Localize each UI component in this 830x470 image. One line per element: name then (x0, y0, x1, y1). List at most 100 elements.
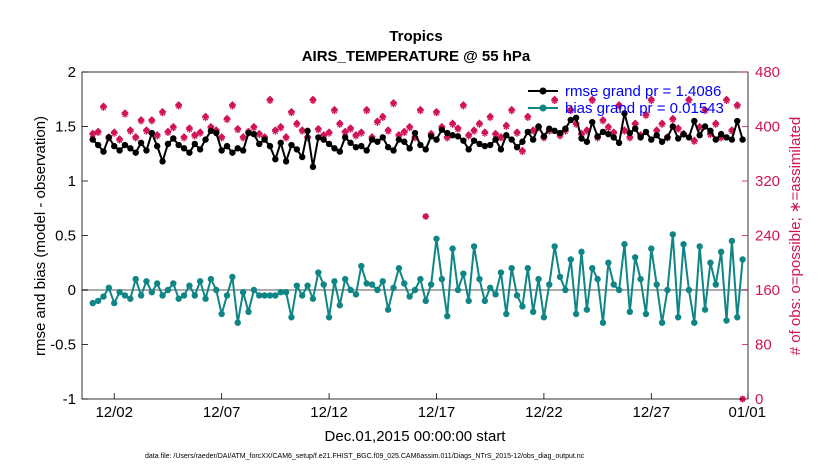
bias-point (325, 314, 333, 321)
obs-assimilated-marker (443, 134, 451, 142)
bias-point (148, 288, 156, 296)
obs-assimilated-marker (422, 213, 430, 220)
y-tick-label: -1 (63, 391, 76, 408)
y-axis-right-label: # of obs: o=possible; ∗=assimilated (787, 117, 804, 356)
bias-point (207, 275, 215, 283)
bias-point (637, 275, 644, 283)
obs-assimilated-marker (228, 102, 236, 110)
bias-point (653, 281, 660, 288)
rmse-point (256, 140, 263, 148)
bias-point (250, 286, 258, 294)
bias-point (309, 295, 317, 302)
bias-point (556, 273, 564, 281)
rmse-point (186, 149, 193, 156)
rmse-point (454, 133, 462, 140)
rmse-point (615, 139, 623, 147)
obs-assimilated-marker (728, 127, 736, 135)
bias-point (572, 310, 580, 318)
y-right-tick-label: 320 (755, 173, 780, 190)
bias-point (196, 278, 204, 285)
obs-assimilated-marker (454, 125, 462, 133)
bias-point (341, 275, 349, 283)
rmse-point (299, 153, 306, 161)
rmse-point (143, 147, 150, 154)
rmse-point (503, 132, 510, 139)
obs-assimilated-marker (94, 129, 102, 137)
obs-assimilated-marker (701, 107, 709, 115)
bias-point (486, 284, 494, 292)
rmse-point (245, 129, 252, 137)
bias-point (347, 286, 354, 294)
rmse-point (562, 125, 569, 132)
rmse-point (589, 118, 596, 126)
bias-point (621, 241, 628, 248)
obs-assimilated-marker (529, 127, 537, 135)
rmse-point (701, 123, 709, 130)
bias-point (664, 286, 671, 294)
y-right-tick-label: 240 (755, 228, 780, 245)
bias-point (465, 297, 472, 305)
rmse-point (632, 125, 639, 132)
bias-point (170, 280, 177, 287)
footnote: data file: /Users/raeder/DAI/ATM_forcXX/… (145, 453, 585, 460)
rmse-point (556, 129, 564, 137)
rmse-point (347, 139, 354, 147)
bias-point (213, 286, 220, 294)
bias-point (266, 292, 274, 299)
bias-point (546, 281, 553, 288)
bias-point (94, 297, 102, 305)
bias-layer (89, 231, 746, 326)
bias-point (320, 281, 327, 288)
bias-point (132, 275, 139, 283)
obs-assimilated-marker (465, 132, 473, 140)
bias-point (299, 292, 306, 299)
obs-assimilated-marker (191, 132, 199, 140)
rmse-point (739, 136, 746, 143)
rmse-point (89, 136, 96, 143)
obs-assimilated-marker (658, 121, 666, 128)
bias-point (411, 286, 419, 294)
rmse-point (315, 134, 322, 141)
bias-point (433, 235, 440, 242)
rmse-point (422, 146, 429, 153)
obs-assimilated-marker (126, 127, 134, 135)
rmse-point (175, 141, 182, 149)
x-tick-label: 12/22 (525, 404, 563, 421)
rmse-point (658, 138, 666, 145)
bias-point (175, 295, 182, 302)
obs-assimilated-marker (411, 134, 419, 142)
legend-bias-marker (539, 104, 547, 112)
rmse-point (605, 130, 612, 138)
obs-assimilated-marker (255, 131, 263, 139)
y-tick-label: 0.5 (55, 228, 76, 245)
obs-assimilated-marker (669, 116, 677, 124)
obs-assimilated-marker (137, 117, 145, 125)
y-axis-label: rmse and bias (model - observation) (32, 116, 49, 356)
bias-point (717, 248, 725, 256)
legend: rmse grand pr = 1.4086 bias grand pr = 0… (528, 83, 724, 117)
bias-point (481, 297, 489, 305)
rmse-point (331, 145, 338, 152)
obs-assimilated-marker (148, 117, 156, 125)
obs-assimilated-marker (110, 129, 118, 137)
obs-assimilated-marker (519, 148, 526, 156)
obs-assimilated-marker (712, 121, 720, 128)
bias-point (137, 292, 145, 299)
rmse-point (411, 129, 419, 137)
y-axis-right: 0 80 160 240 320 400 480 (742, 64, 780, 408)
rmse-point (320, 136, 327, 143)
rmse-point (282, 158, 290, 165)
obs-assimilated-marker (250, 124, 258, 132)
bias-point (567, 256, 574, 263)
obs-assimilated-marker (282, 134, 290, 142)
bias-point (180, 292, 188, 299)
obs-assimilated-marker (416, 107, 424, 115)
bias-point (368, 281, 376, 288)
bias-point (164, 286, 172, 294)
obs-assimilated-marker (336, 121, 344, 128)
obs-assimilated-marker (304, 134, 311, 142)
bias-point (417, 275, 424, 283)
rmse-point (272, 156, 279, 163)
y-right-tick-label: 160 (755, 282, 780, 299)
bias-point (605, 259, 612, 266)
